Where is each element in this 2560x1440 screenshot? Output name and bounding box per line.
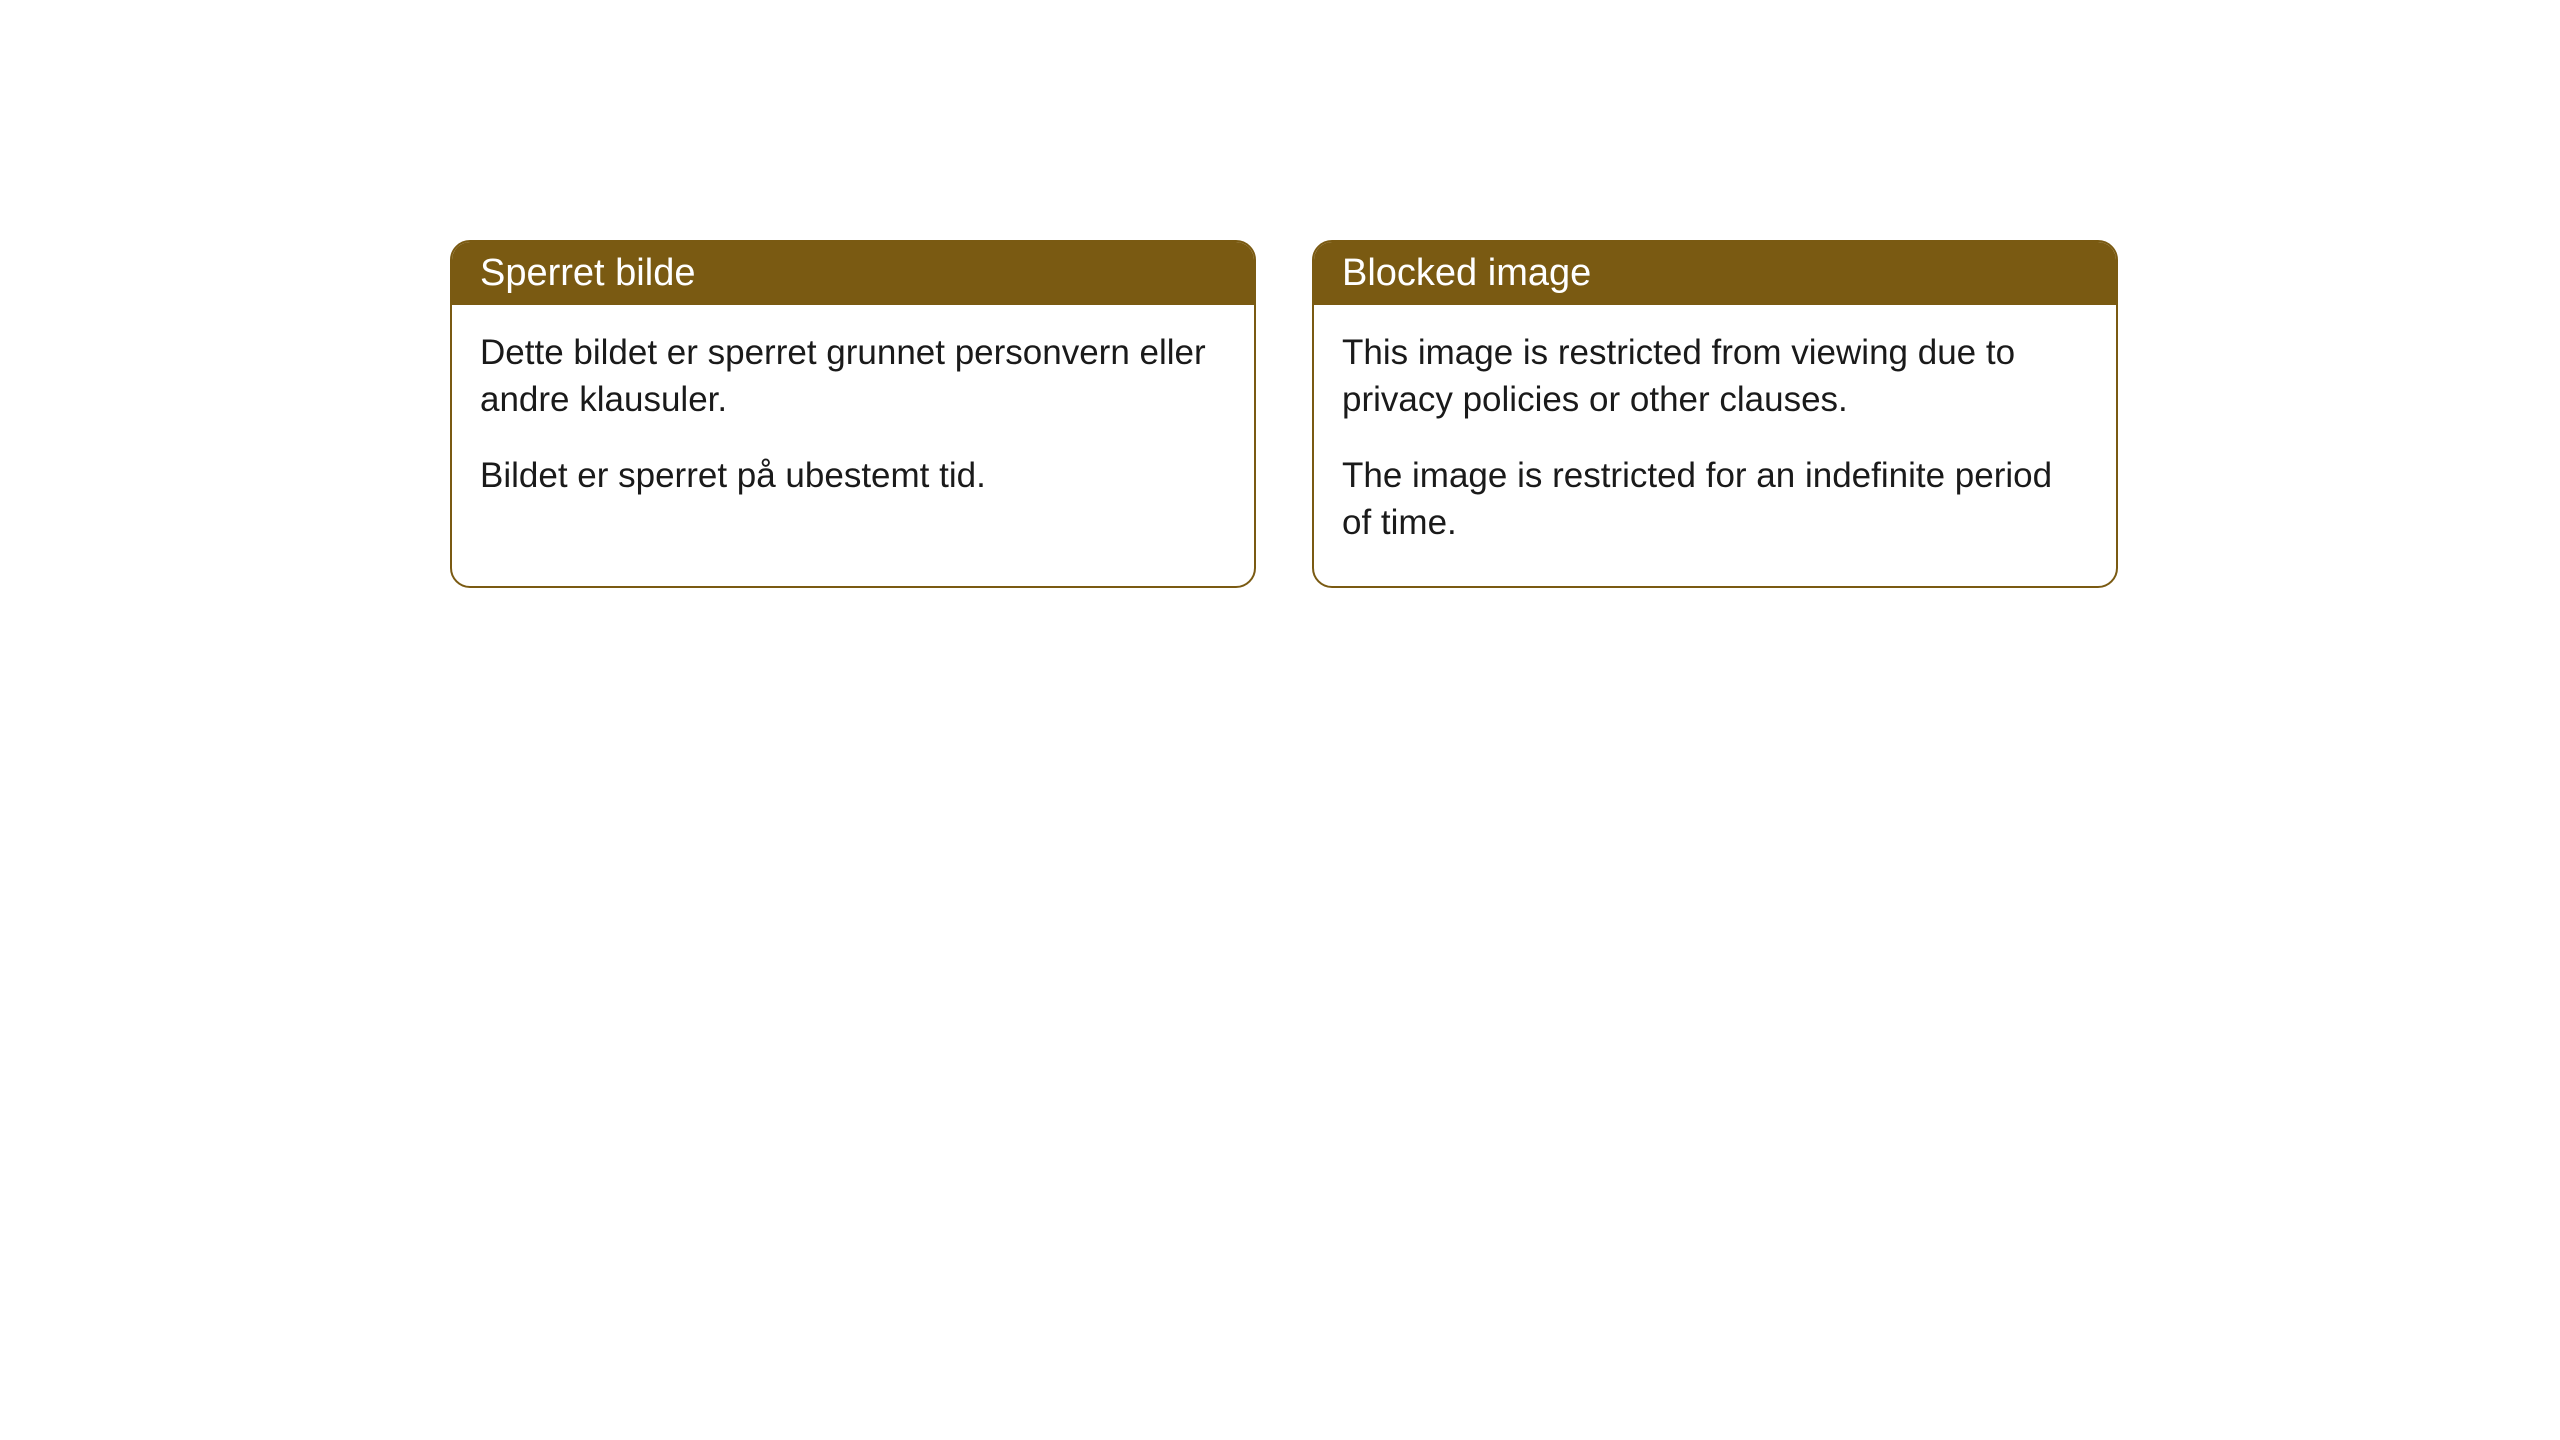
card-paragraph-1-norwegian: Dette bildet er sperret grunnet personve… <box>480 329 1226 424</box>
card-paragraph-2-norwegian: Bildet er sperret på ubestemt tid. <box>480 452 1226 499</box>
notice-container: Sperret bilde Dette bildet er sperret gr… <box>450 240 2560 588</box>
card-header-english: Blocked image <box>1314 242 2116 305</box>
blocked-image-card-norwegian: Sperret bilde Dette bildet er sperret gr… <box>450 240 1256 588</box>
card-body-english: This image is restricted from viewing du… <box>1314 305 2116 586</box>
blocked-image-card-english: Blocked image This image is restricted f… <box>1312 240 2118 588</box>
card-title-english: Blocked image <box>1342 252 1591 294</box>
card-paragraph-2-english: The image is restricted for an indefinit… <box>1342 452 2088 547</box>
card-body-norwegian: Dette bildet er sperret grunnet personve… <box>452 305 1254 539</box>
card-title-norwegian: Sperret bilde <box>480 252 695 294</box>
card-header-norwegian: Sperret bilde <box>452 242 1254 305</box>
card-paragraph-1-english: This image is restricted from viewing du… <box>1342 329 2088 424</box>
